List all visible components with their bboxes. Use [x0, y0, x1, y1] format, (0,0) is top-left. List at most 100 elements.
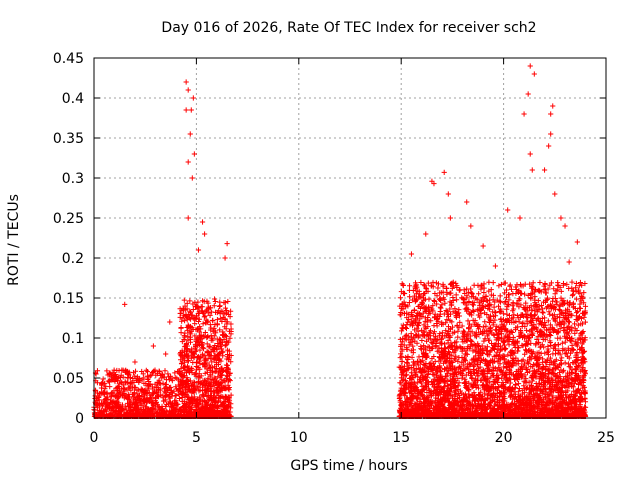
data-point — [148, 372, 154, 378]
data-point — [131, 384, 137, 390]
data-point — [176, 395, 183, 402]
data-point — [114, 384, 120, 391]
data-point — [139, 390, 145, 396]
data-point — [106, 379, 113, 385]
data-point — [160, 398, 167, 404]
data-point — [94, 380, 101, 386]
data-point — [180, 315, 186, 321]
data-point — [150, 391, 157, 397]
data-point — [121, 385, 127, 391]
data-point — [126, 369, 132, 375]
data-point — [188, 355, 194, 361]
data-point — [104, 408, 110, 414]
data-point — [145, 373, 151, 379]
data-point — [165, 371, 171, 377]
data-point — [172, 393, 178, 399]
data-point — [227, 335, 233, 341]
data-point — [118, 405, 124, 411]
data-point — [169, 408, 175, 414]
data-point — [126, 391, 132, 397]
data-point — [120, 367, 126, 373]
data-point — [104, 396, 110, 402]
data-point — [111, 367, 117, 373]
data-point — [221, 299, 227, 306]
data-point — [139, 387, 146, 393]
data-point — [217, 327, 223, 333]
data-point — [131, 407, 137, 413]
data-point — [121, 395, 127, 401]
data-point — [155, 393, 162, 400]
data-point — [96, 408, 103, 414]
data-point — [141, 393, 148, 399]
data-point — [202, 329, 208, 336]
data-point — [111, 372, 117, 378]
data-point — [97, 391, 103, 397]
data-point — [170, 405, 176, 411]
data-point — [153, 400, 159, 406]
data-point — [177, 310, 183, 316]
data-point — [98, 385, 105, 391]
data-point — [113, 401, 120, 407]
data-point — [155, 386, 162, 392]
data-point — [119, 402, 126, 408]
data-point — [217, 303, 223, 309]
data-point — [152, 381, 158, 387]
data-point — [107, 370, 113, 376]
data-point — [141, 399, 148, 405]
data-point — [125, 403, 132, 409]
data-point — [107, 383, 113, 390]
data-point — [134, 377, 140, 383]
data-point — [134, 398, 140, 404]
data-point — [105, 404, 111, 410]
data-point — [196, 371, 202, 377]
data-point — [102, 386, 108, 392]
data-point — [150, 402, 156, 408]
data-point — [187, 298, 193, 304]
data-point — [163, 390, 169, 396]
data-point — [100, 376, 106, 382]
data-point — [127, 374, 133, 381]
data-point — [166, 377, 172, 383]
data-point — [153, 389, 159, 395]
data-point — [207, 343, 213, 349]
data-point — [188, 328, 194, 334]
data-point — [184, 375, 190, 381]
data-point — [169, 390, 176, 396]
data-point — [202, 370, 208, 377]
data-point — [111, 388, 117, 394]
data-point — [155, 404, 161, 410]
data-point — [122, 379, 128, 385]
data-point — [120, 388, 126, 394]
data-point — [170, 411, 176, 418]
data-point — [161, 374, 167, 380]
data-point — [126, 385, 132, 391]
data-point — [154, 390, 160, 396]
data-point — [96, 394, 102, 400]
data-point — [110, 404, 116, 411]
data-point — [128, 380, 134, 386]
data-point — [195, 318, 202, 325]
data-point — [170, 400, 176, 406]
y-axis-label: ROTI / TECUs — [6, 194, 22, 286]
data-point — [124, 400, 131, 407]
data-point — [209, 359, 215, 365]
data-point — [187, 329, 193, 335]
data-point — [99, 403, 106, 409]
data-point — [150, 386, 156, 392]
data-point — [145, 406, 151, 412]
data-point — [117, 409, 123, 415]
data-point — [134, 393, 141, 399]
data-point — [131, 404, 138, 410]
data-point — [188, 312, 194, 318]
data-point — [207, 322, 213, 328]
data-point — [116, 393, 122, 399]
data-point — [141, 375, 147, 381]
data-point — [146, 389, 152, 396]
data-point — [162, 368, 168, 374]
chart-title: Day 016 of 2026, Rate Of TEC Index for r… — [161, 20, 536, 36]
data-point — [206, 344, 212, 350]
data-point — [112, 371, 119, 378]
data-point — [167, 395, 173, 401]
data-point — [225, 298, 231, 305]
